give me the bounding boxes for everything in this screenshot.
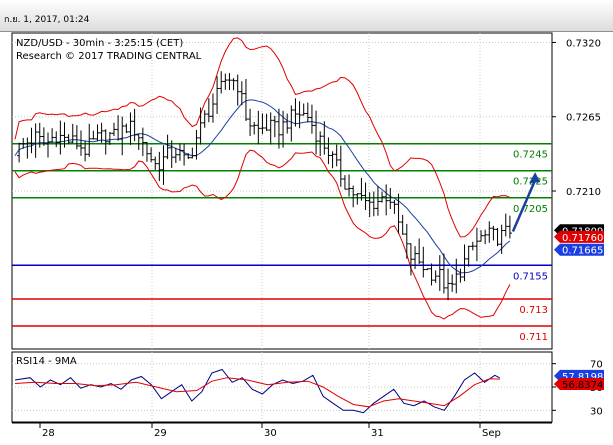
rsi-tag-label: 57.8198 <box>562 372 603 383</box>
forecast-arrow-head <box>529 172 541 184</box>
x-tick-label: 28 <box>42 428 55 439</box>
chart-subtitle: Research © 2017 TRADING CENTRAL <box>16 51 202 62</box>
x-tick-label: 31 <box>371 428 384 439</box>
price-tag-bg <box>554 243 604 256</box>
x-tick-label: 30 <box>264 428 277 439</box>
rsi-tick-label: 30 <box>590 406 603 417</box>
rsi-series-line <box>14 377 500 408</box>
level-label-bg <box>514 330 550 343</box>
rsi-tick-label: 70 <box>590 360 603 371</box>
rsi-tag-label: 56.8374 <box>562 380 603 391</box>
timestamp: ก.ย. 1, 2017, 01:24 <box>4 15 90 25</box>
x-axis: 28 29 30 31 Sep <box>12 422 552 439</box>
level-label: 0.7155 <box>513 271 548 282</box>
y-tick-label: 0.7265 <box>566 113 601 124</box>
price-y-axis: 0.7320 0.7265 0.7210 <box>552 38 601 198</box>
price-bars <box>17 71 512 301</box>
forecast-arrow <box>511 172 541 233</box>
level-label-bg <box>508 269 550 282</box>
price-tag-bg <box>554 230 604 243</box>
rsi-series-line <box>14 368 501 414</box>
rsi-title: RSI14 - 9MA <box>16 356 77 367</box>
rsi-lines <box>14 368 501 414</box>
forecast-arrow-shaft <box>511 179 537 233</box>
level-label-bg <box>514 303 550 316</box>
chart-title: NZD/USD - 30min - 3:25:15 (CET) <box>16 38 183 49</box>
x-tick-label: 29 <box>154 428 167 439</box>
level-label-bg <box>508 201 550 214</box>
y-tick-label: 0.7320 <box>566 38 601 49</box>
level-label-bg <box>508 147 550 160</box>
level-label: 0.7205 <box>513 204 548 215</box>
y-tick-label: 0.7210 <box>566 187 601 198</box>
level-label: 0.713 <box>519 305 548 316</box>
level-label: 0.7245 <box>513 150 548 161</box>
top-bar: ก.ย. 1, 2017, 01:24 <box>0 0 613 32</box>
price-tag-label: 0.71760 <box>562 233 603 244</box>
price-tag-label: 0.71665 <box>562 246 603 257</box>
level-label-bg <box>508 174 550 187</box>
x-tick-label: Sep <box>482 428 501 439</box>
rsi-tag-bg <box>554 378 604 391</box>
upper-band <box>14 37 511 238</box>
level-label: 0.711 <box>519 332 548 343</box>
lower-band <box>14 149 511 320</box>
